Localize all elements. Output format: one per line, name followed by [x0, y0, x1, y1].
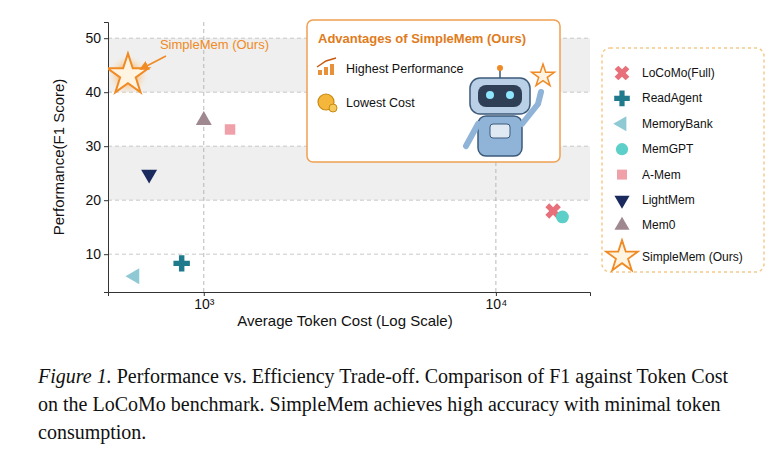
- tick: 50: [85, 30, 108, 46]
- caption-line: Performance vs. Efficiency Trade-off. Co…: [112, 365, 729, 388]
- caption-text: Figure 1. Performance vs. Efficiency Tra…: [37, 365, 728, 444]
- chart: 10³ 10⁴ 10 20 30 40 50 Average Token Cost (Log …: [0, 0, 774, 452]
- tick-mark: [104, 254, 108, 255]
- legend-label: SimpleMem (Ours): [642, 250, 743, 264]
- point: [556, 211, 569, 224]
- callout-box: [307, 20, 560, 162]
- chart-svg: 10³ 10⁴ 10 20 30 40 50 Average Token Cost (Log …: [0, 0, 774, 452]
- legend-label: MemoryBank: [642, 117, 714, 131]
- robot-head: [470, 78, 530, 114]
- robot-antenna: [499, 70, 501, 78]
- point: [173, 255, 189, 271]
- tick-mark: [104, 38, 108, 39]
- caption-line: on the LoCoMo benchmark. SimpleMem achie…: [38, 393, 721, 416]
- tick-label: 10: [85, 246, 101, 262]
- tick: 40: [85, 84, 108, 100]
- tick-mark: [104, 146, 108, 147]
- legend-box: [602, 48, 764, 272]
- tick-label: 40: [85, 84, 101, 100]
- robot-eye: [506, 91, 514, 99]
- point: [225, 124, 235, 134]
- tick: 10: [85, 246, 108, 262]
- point: [108, 53, 148, 92]
- grid-line-x: [203, 22, 204, 292]
- tick: 20: [85, 192, 108, 208]
- tick: 10⁴: [486, 292, 508, 312]
- tick: 10³: [194, 292, 215, 312]
- legend: LoCoMo(Full) ReadAgent MemoryBank MemGPT A-M…: [602, 48, 764, 272]
- tick-mark: [104, 92, 108, 93]
- robot-illustration: [466, 64, 554, 156]
- legend-marker: [606, 240, 638, 270]
- robot-arm: [466, 124, 478, 146]
- point: [141, 170, 157, 184]
- icon-bar: [330, 64, 334, 75]
- tick-label: 50: [85, 30, 101, 46]
- robot-eye: [486, 91, 494, 99]
- annotation: SimpleMem (Ours): [160, 37, 269, 52]
- robot-face: [478, 85, 522, 107]
- tick-mark: [104, 200, 108, 201]
- icon-coin: [329, 104, 337, 112]
- caption-line: consumption.: [38, 421, 146, 444]
- tick-label: 20: [85, 192, 101, 208]
- tick-label: 10⁴: [486, 296, 508, 312]
- legend-marker: [614, 217, 629, 230]
- grid-line-y: [108, 254, 590, 255]
- x-axis: 10³ 10⁴: [109, 292, 591, 312]
- callout: Advantages of SimpleMem (Ours) Highest Pe…: [307, 20, 560, 162]
- point: [196, 111, 212, 125]
- y-axis: 10 20 30 40 50: [85, 23, 108, 293]
- y-axis-title: Performance(F1 Score): [50, 79, 67, 236]
- callout-item: Lowest Cost: [346, 96, 415, 110]
- legend-label: LightMem: [642, 193, 695, 207]
- robot-star: [532, 64, 555, 86]
- legend-label: Mem0: [642, 218, 676, 232]
- icon-bar: [324, 67, 328, 75]
- legend-label: ReadAgent: [642, 91, 703, 105]
- callout-icon: [318, 94, 337, 112]
- x-axis-title: Average Token Cost (Log Scale): [237, 312, 452, 329]
- icon-bar: [318, 70, 322, 75]
- icon-arrow: [317, 58, 336, 67]
- legend-marker: [614, 196, 629, 209]
- legend-marker: [614, 91, 630, 107]
- annotation-arrow: [141, 56, 166, 69]
- caption-label: Figure 1.: [37, 365, 112, 388]
- callout-item: Highest Performance: [346, 62, 463, 76]
- robot-body: [478, 116, 522, 156]
- robot-panel: [490, 124, 510, 138]
- grid-line-y: [108, 200, 590, 201]
- legend-label: LoCoMo(Full): [642, 66, 715, 80]
- tick-label: 30: [85, 138, 101, 154]
- callout-title: Advantages of SimpleMem (Ours): [318, 31, 526, 46]
- caption: Figure 1. Performance vs. Efficiency Tra…: [37, 365, 728, 444]
- axis-line: [109, 293, 591, 297]
- legend-label: MemGPT: [642, 142, 694, 156]
- tick: 30: [85, 138, 108, 154]
- robot-arm: [522, 92, 541, 124]
- tick-label: 10³: [194, 296, 215, 312]
- legend-label: A-Mem: [642, 168, 681, 182]
- legend-marker: [617, 170, 627, 180]
- legend-marker: [613, 116, 626, 131]
- legend-marker: [616, 143, 628, 155]
- robot-antenna-tip: [497, 65, 503, 71]
- callout-icon: [317, 58, 336, 75]
- axis-line: [104, 23, 109, 293]
- point: [125, 268, 139, 284]
- legend-marker: [611, 62, 633, 84]
